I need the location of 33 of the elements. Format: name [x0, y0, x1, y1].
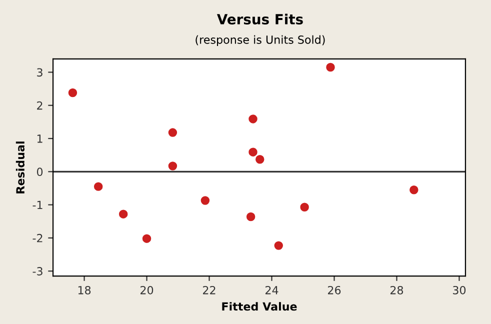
x-tick-label: 28 [390, 286, 404, 294]
y-tick-label: -1 [32, 200, 42, 210]
point [168, 162, 178, 170]
x-tick-label: 22 [203, 286, 216, 294]
chart-title: Versus Fits [216, 14, 303, 24]
y-tick-label: 3 [37, 68, 42, 77]
point [142, 234, 152, 243]
y-axis-title: Residual [16, 142, 25, 194]
point [248, 114, 258, 124]
chart-subtitle: (response is Units Sold) [196, 35, 325, 46]
point [118, 210, 128, 218]
point [68, 88, 78, 98]
point [94, 182, 103, 191]
point [246, 212, 256, 222]
point [410, 186, 418, 194]
x-tick-label: 30 [452, 286, 466, 294]
x-tick-label: 26 [328, 286, 341, 294]
point [168, 128, 178, 137]
x-tick-label: 20 [140, 286, 154, 294]
point [274, 241, 283, 250]
point [200, 196, 210, 205]
point [326, 62, 335, 72]
y-tick-label: -3 [32, 267, 42, 276]
point [300, 202, 309, 212]
x-tick-label: 18 [78, 286, 91, 294]
y-tick-label: 2 [37, 101, 42, 110]
y-tick-label: 0 [36, 168, 43, 176]
x-tick-label: 24 [265, 286, 278, 294]
point [256, 155, 264, 164]
y-tick-label: -2 [32, 234, 42, 242]
point [248, 148, 258, 156]
y-tick-label: 1 [37, 134, 42, 143]
x-axis-title: Fitted Value [222, 302, 297, 311]
